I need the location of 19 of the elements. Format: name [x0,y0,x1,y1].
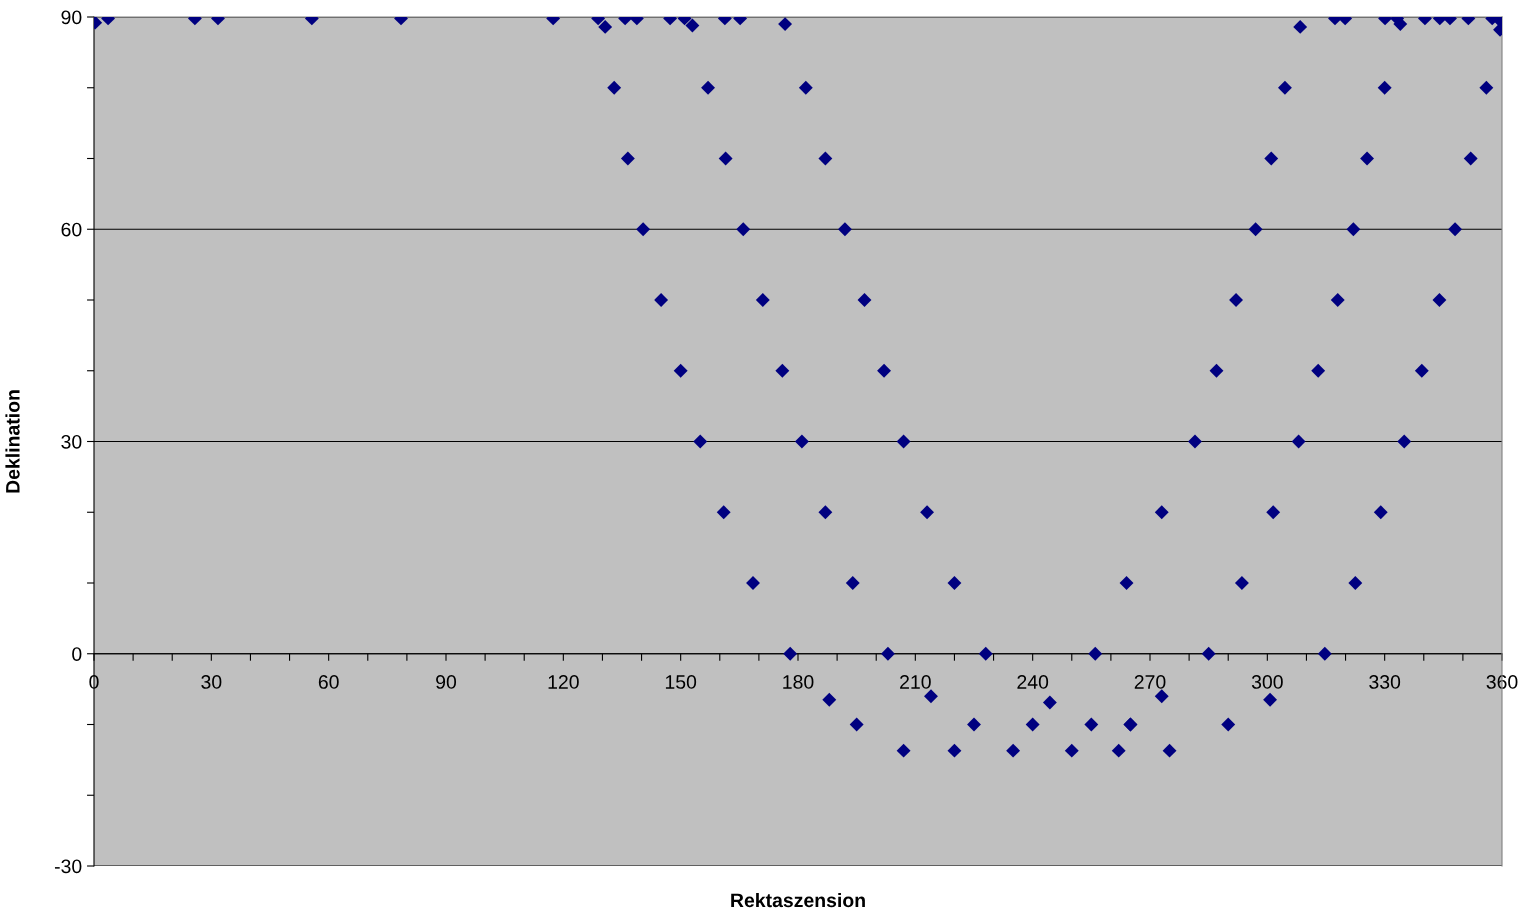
x-tick-label: 270 [1134,675,1166,689]
x-tick-label: 210 [900,675,931,689]
x-tick-label: 120 [548,675,579,689]
x-tick-label: 330 [1369,675,1401,689]
x-tick-label: 30 [201,675,222,689]
x-tick-label: 300 [1251,675,1283,689]
y-tick-label: 0 [72,647,82,661]
y-tick-label: 90 [61,10,82,25]
y-axis-title: Deklination [5,390,20,493]
x-tick-label: 240 [1017,675,1049,689]
x-axis-title: Rektaszension [731,892,865,908]
x-tick-label: 90 [436,675,457,689]
y-tick-label: 30 [61,434,82,449]
x-tick-label: 360 [1486,675,1518,689]
x-tick-label: 180 [783,675,814,689]
x-tick-label: 60 [318,675,339,689]
y-tick-label: -30 [54,859,82,874]
y-tick-label: 60 [61,222,82,237]
x-tick-label: 150 [665,675,697,689]
